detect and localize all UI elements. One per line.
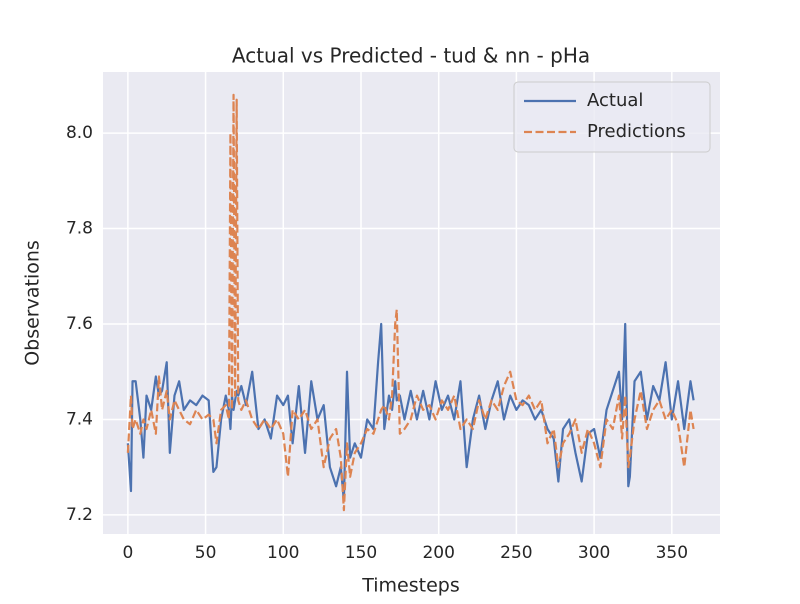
series-line [126,93,695,512]
x-tick-label: 300 [578,543,610,563]
chart-title: Actual vs Predicted - tud & nn - pHa [232,44,590,68]
x-tick-label: 350 [656,543,688,563]
x-tick-label: 100 [267,543,299,563]
y-tick-label: 7.4 [66,409,93,429]
series-line [126,322,695,502]
y-tick-label: 7.6 [66,314,93,334]
y-axis-label: Observations [22,240,44,366]
x-tick-label: 250 [500,543,532,563]
legend-label: Actual [587,90,643,111]
y-tick-label: 7.8 [66,219,93,239]
x-tick-label: 200 [422,543,454,563]
y-tick-label: 8.0 [66,123,93,143]
y-tick-label: 7.2 [66,505,93,525]
x-tick-label: 150 [345,543,377,563]
x-tick-label: 50 [195,543,217,563]
x-axis-label: Timesteps [361,575,460,597]
x-tick-label: 0 [122,543,133,563]
legend-box [513,81,711,153]
legend-label: Predictions [587,121,686,142]
